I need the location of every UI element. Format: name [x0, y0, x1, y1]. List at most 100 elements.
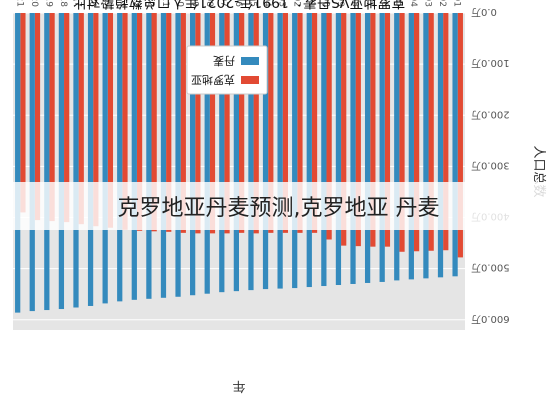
- bar-croatia: [282, 13, 288, 233]
- bar-croatia: [268, 13, 274, 233]
- x-tick-label: 1993: [423, 0, 433, 7]
- x-tick-label: 2007: [218, 0, 228, 7]
- x-tick-label: 1995: [393, 0, 403, 7]
- legend-swatch: [241, 57, 259, 65]
- bar-denmark: [190, 13, 196, 296]
- y-tick-label: 100.0万: [471, 57, 510, 68]
- bar-croatia: [49, 13, 55, 222]
- bar-denmark: [423, 13, 429, 279]
- bar-denmark: [306, 13, 312, 288]
- bar-croatia: [224, 13, 230, 234]
- bar-croatia: [253, 13, 259, 234]
- bars: [15, 13, 463, 313]
- bar-croatia: [166, 13, 172, 232]
- x-tick-label: 2013: [131, 0, 141, 7]
- x-axis-label: 年: [232, 378, 245, 393]
- bar-croatia: [64, 13, 70, 223]
- legend-swatch: [241, 76, 259, 84]
- x-tick-labels: 1991 1992 1993 1994 1995 1996 1997 1998 1999 2000…: [14, 0, 461, 7]
- bar-croatia: [209, 13, 216, 234]
- bar-croatia: [180, 13, 186, 233]
- bar-croatia: [34, 13, 41, 221]
- x-tick-label: 1998: [350, 0, 360, 7]
- bar-denmark: [131, 13, 137, 300]
- bar-denmark: [146, 13, 152, 299]
- bar-denmark: [160, 13, 167, 298]
- bar-denmark: [102, 13, 108, 304]
- bar-denmark: [44, 13, 50, 311]
- x-tick-label: 2016: [87, 0, 97, 7]
- bar-denmark: [117, 13, 123, 302]
- x-tick-label: 2000: [320, 0, 330, 7]
- bar-denmark: [219, 13, 225, 293]
- bar-croatia: [136, 13, 143, 231]
- x-tick-label: 2009: [189, 0, 199, 7]
- bar-croatia: [443, 13, 449, 251]
- x-tick-label: 2010: [175, 0, 185, 7]
- bar-croatia: [457, 13, 463, 258]
- bar-croatia: [93, 13, 99, 227]
- y-tick-label: 0.0万: [471, 6, 497, 17]
- bar-denmark: [58, 13, 65, 310]
- x-tick-label: 2021: [14, 0, 24, 7]
- bar-croatia: [341, 13, 347, 246]
- x-tick-label: 2020: [29, 0, 39, 7]
- chart-title: 克罗地亚VS丹麦：1991年-2021年人口总数趋势对比: [73, 0, 406, 9]
- bar-denmark: [437, 13, 444, 278]
- bar-denmark: [452, 13, 458, 277]
- x-tick-label: 1992: [437, 0, 447, 7]
- x-tick-label: 2006: [233, 0, 243, 7]
- y-tick-label: 600.0万: [471, 313, 510, 324]
- x-tick-label: 1994: [408, 0, 418, 7]
- bar-croatia: [78, 13, 84, 225]
- bar-denmark: [73, 13, 79, 308]
- rotated-chart: 1991 1992 1993 1994 1995 1996 1997 1998 1999 2000…: [13, 0, 546, 393]
- x-tick-label: 2019: [43, 0, 53, 7]
- bar-denmark: [15, 13, 21, 313]
- overlay-banner: 克罗地亚丹麦预测,克罗地亚 丹麦: [0, 182, 557, 230]
- bar-denmark: [277, 13, 283, 289]
- bar-denmark: [204, 13, 210, 294]
- bar-croatia: [122, 13, 128, 230]
- x-tick-label: 2012: [146, 0, 156, 7]
- x-tick-label: 2003: [277, 0, 287, 7]
- overlay-text: 克罗地亚丹麦预测,克罗地亚 丹麦: [117, 196, 440, 221]
- x-tick-label: 2015: [102, 0, 112, 7]
- bar-denmark: [292, 13, 298, 289]
- bar-denmark: [233, 13, 239, 292]
- x-tick-label: 1999: [335, 0, 345, 7]
- bar-croatia: [355, 13, 361, 247]
- x-tick-label: 2014: [116, 0, 126, 7]
- legend-label: 丹麦: [213, 54, 235, 67]
- bar-croatia: [20, 13, 26, 213]
- bar-croatia: [239, 13, 245, 233]
- bar-croatia: [151, 13, 157, 232]
- bar-denmark: [394, 13, 400, 281]
- bar-denmark: [408, 13, 414, 280]
- x-tick-label: 2002: [291, 0, 301, 7]
- bar-denmark: [262, 13, 269, 290]
- x-tick-label: 2008: [204, 0, 214, 7]
- x-tick-label: 2001: [306, 0, 316, 7]
- bar-denmark: [364, 13, 371, 283]
- x-tick-label: 2018: [58, 0, 68, 7]
- y-tick-label: 200.0万: [471, 108, 510, 119]
- bar-croatia: [195, 13, 201, 234]
- bar-denmark: [29, 13, 35, 312]
- y-tick-label: 300.0万: [471, 159, 510, 170]
- x-tick-label: 2005: [248, 0, 258, 7]
- legend: 克罗地亚 丹麦: [186, 45, 268, 95]
- bar-denmark: [335, 13, 342, 286]
- bar-denmark: [350, 13, 356, 284]
- x-tick-label: 1991: [452, 0, 462, 7]
- bar-croatia: [384, 13, 391, 247]
- bar-denmark: [321, 13, 327, 287]
- bar-croatia: [326, 13, 332, 240]
- bar-denmark: [248, 13, 254, 291]
- bar-croatia: [107, 13, 114, 228]
- x-tick-label: 1997: [364, 0, 374, 7]
- bar-croatia: [370, 13, 376, 247]
- bar-croatia: [413, 13, 420, 252]
